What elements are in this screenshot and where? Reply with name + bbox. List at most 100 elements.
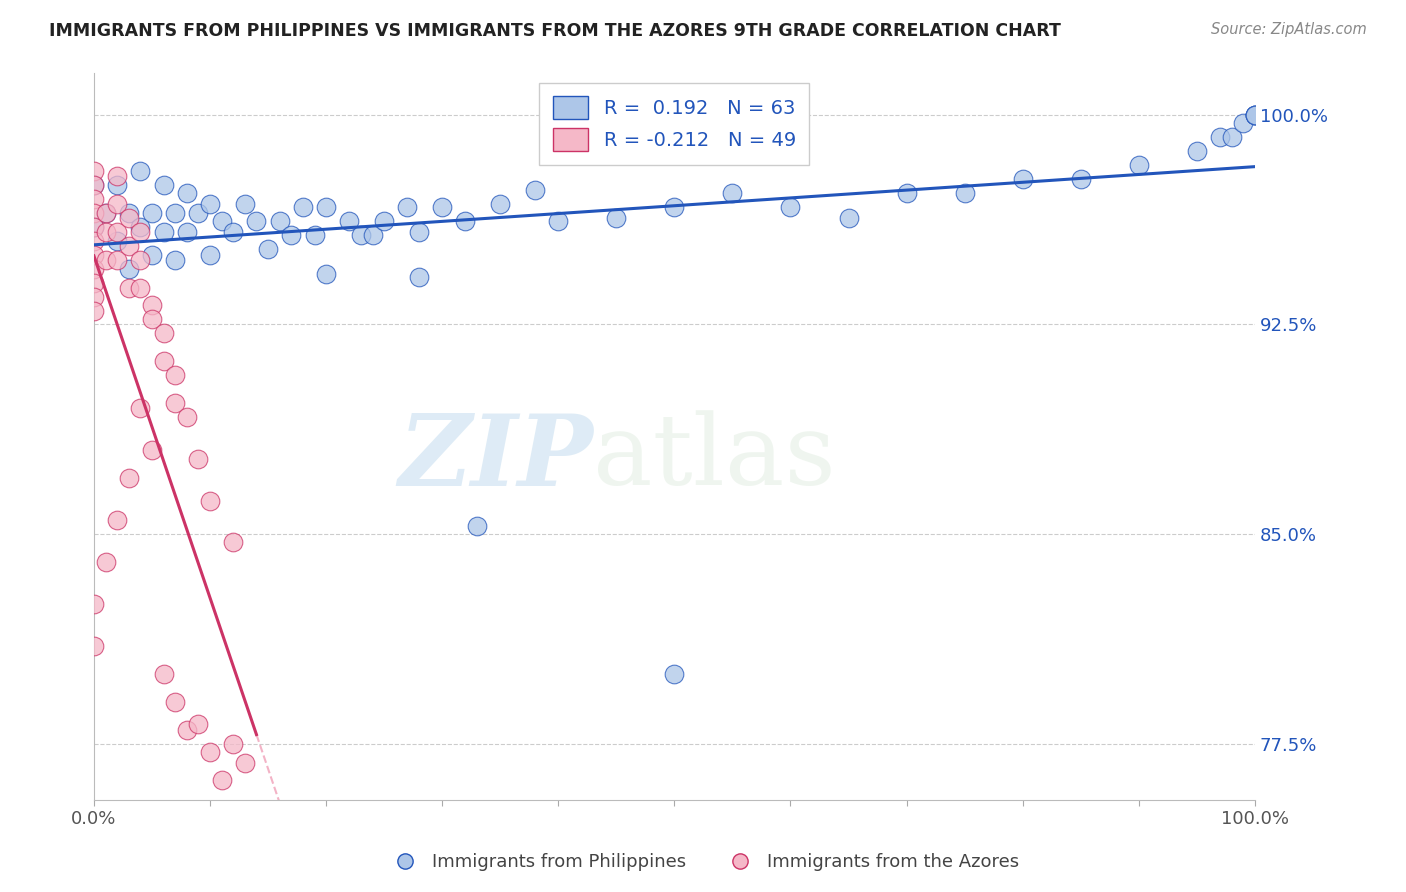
Point — [605, 211, 627, 226]
Point — [1070, 172, 1092, 186]
Point — [83, 639, 105, 653]
Point — [83, 219, 105, 234]
Point — [373, 214, 395, 228]
Point — [152, 225, 174, 239]
Point — [779, 200, 801, 214]
Point — [664, 666, 686, 681]
Point — [233, 756, 256, 771]
Point — [315, 267, 337, 281]
Text: atlas: atlas — [593, 410, 837, 506]
Point — [257, 242, 280, 256]
Point — [83, 219, 105, 234]
Point — [105, 178, 128, 192]
Point — [105, 253, 128, 268]
Point — [245, 214, 267, 228]
Point — [165, 205, 187, 219]
Point — [105, 513, 128, 527]
Point — [953, 186, 976, 201]
Point — [350, 228, 373, 243]
Point — [129, 253, 152, 268]
Point — [396, 200, 419, 214]
Point — [152, 353, 174, 368]
Point — [152, 178, 174, 192]
Point — [83, 303, 105, 318]
Point — [176, 186, 198, 201]
Point — [361, 228, 384, 243]
Point — [129, 225, 152, 239]
Point — [489, 197, 512, 211]
Point — [408, 270, 430, 285]
Text: ZIP: ZIP — [398, 409, 593, 507]
Point — [291, 200, 314, 214]
Point — [118, 281, 141, 295]
Point — [94, 225, 117, 239]
Point — [1209, 130, 1232, 145]
Point — [269, 214, 291, 228]
Point — [165, 395, 187, 409]
Text: IMMIGRANTS FROM PHILIPPINES VS IMMIGRANTS FROM THE AZORES 9TH GRADE CORRELATION : IMMIGRANTS FROM PHILIPPINES VS IMMIGRANT… — [49, 22, 1062, 40]
Text: Source: ZipAtlas.com: Source: ZipAtlas.com — [1211, 22, 1367, 37]
Point — [1244, 108, 1267, 122]
Point — [187, 205, 209, 219]
Point — [83, 247, 105, 261]
Point — [1244, 108, 1267, 122]
Point — [83, 192, 105, 206]
Point — [165, 368, 187, 382]
Point — [280, 228, 302, 243]
Point — [176, 409, 198, 424]
Point — [83, 205, 105, 219]
Point — [94, 253, 117, 268]
Point — [1185, 145, 1208, 159]
Point — [118, 211, 141, 226]
Point — [94, 205, 117, 219]
Point — [432, 200, 454, 214]
Point — [198, 493, 221, 508]
Point — [118, 205, 141, 219]
Point — [83, 261, 105, 276]
Point — [896, 186, 918, 201]
Point — [165, 695, 187, 709]
Point — [105, 169, 128, 184]
Point — [83, 597, 105, 611]
Point — [176, 723, 198, 737]
Point — [83, 178, 105, 192]
Point — [315, 200, 337, 214]
Point — [83, 234, 105, 248]
Point — [129, 163, 152, 178]
Point — [838, 211, 860, 226]
Point — [1244, 108, 1267, 122]
Point — [454, 214, 477, 228]
Point — [1244, 108, 1267, 122]
Point — [465, 518, 488, 533]
Point — [524, 183, 547, 197]
Point — [94, 555, 117, 569]
Point — [129, 281, 152, 295]
Point — [105, 197, 128, 211]
Point — [118, 239, 141, 253]
Point — [118, 471, 141, 485]
Point — [337, 214, 360, 228]
Point — [129, 219, 152, 234]
Point — [187, 451, 209, 466]
Point — [152, 666, 174, 681]
Point — [198, 247, 221, 261]
Point — [547, 214, 569, 228]
Point — [211, 214, 233, 228]
Point — [721, 186, 744, 201]
Point — [304, 228, 326, 243]
Point — [176, 225, 198, 239]
Point — [1128, 158, 1150, 172]
Point — [233, 197, 256, 211]
Point — [83, 163, 105, 178]
Point — [1220, 130, 1243, 145]
Point — [83, 276, 105, 290]
Point — [118, 261, 141, 276]
Point — [222, 225, 245, 239]
Point — [83, 289, 105, 303]
Point — [187, 717, 209, 731]
Legend: R =  0.192   N = 63, R = -0.212   N = 49: R = 0.192 N = 63, R = -0.212 N = 49 — [540, 83, 810, 164]
Point — [141, 443, 163, 458]
Point — [408, 225, 430, 239]
Point — [83, 178, 105, 192]
Point — [664, 200, 686, 214]
